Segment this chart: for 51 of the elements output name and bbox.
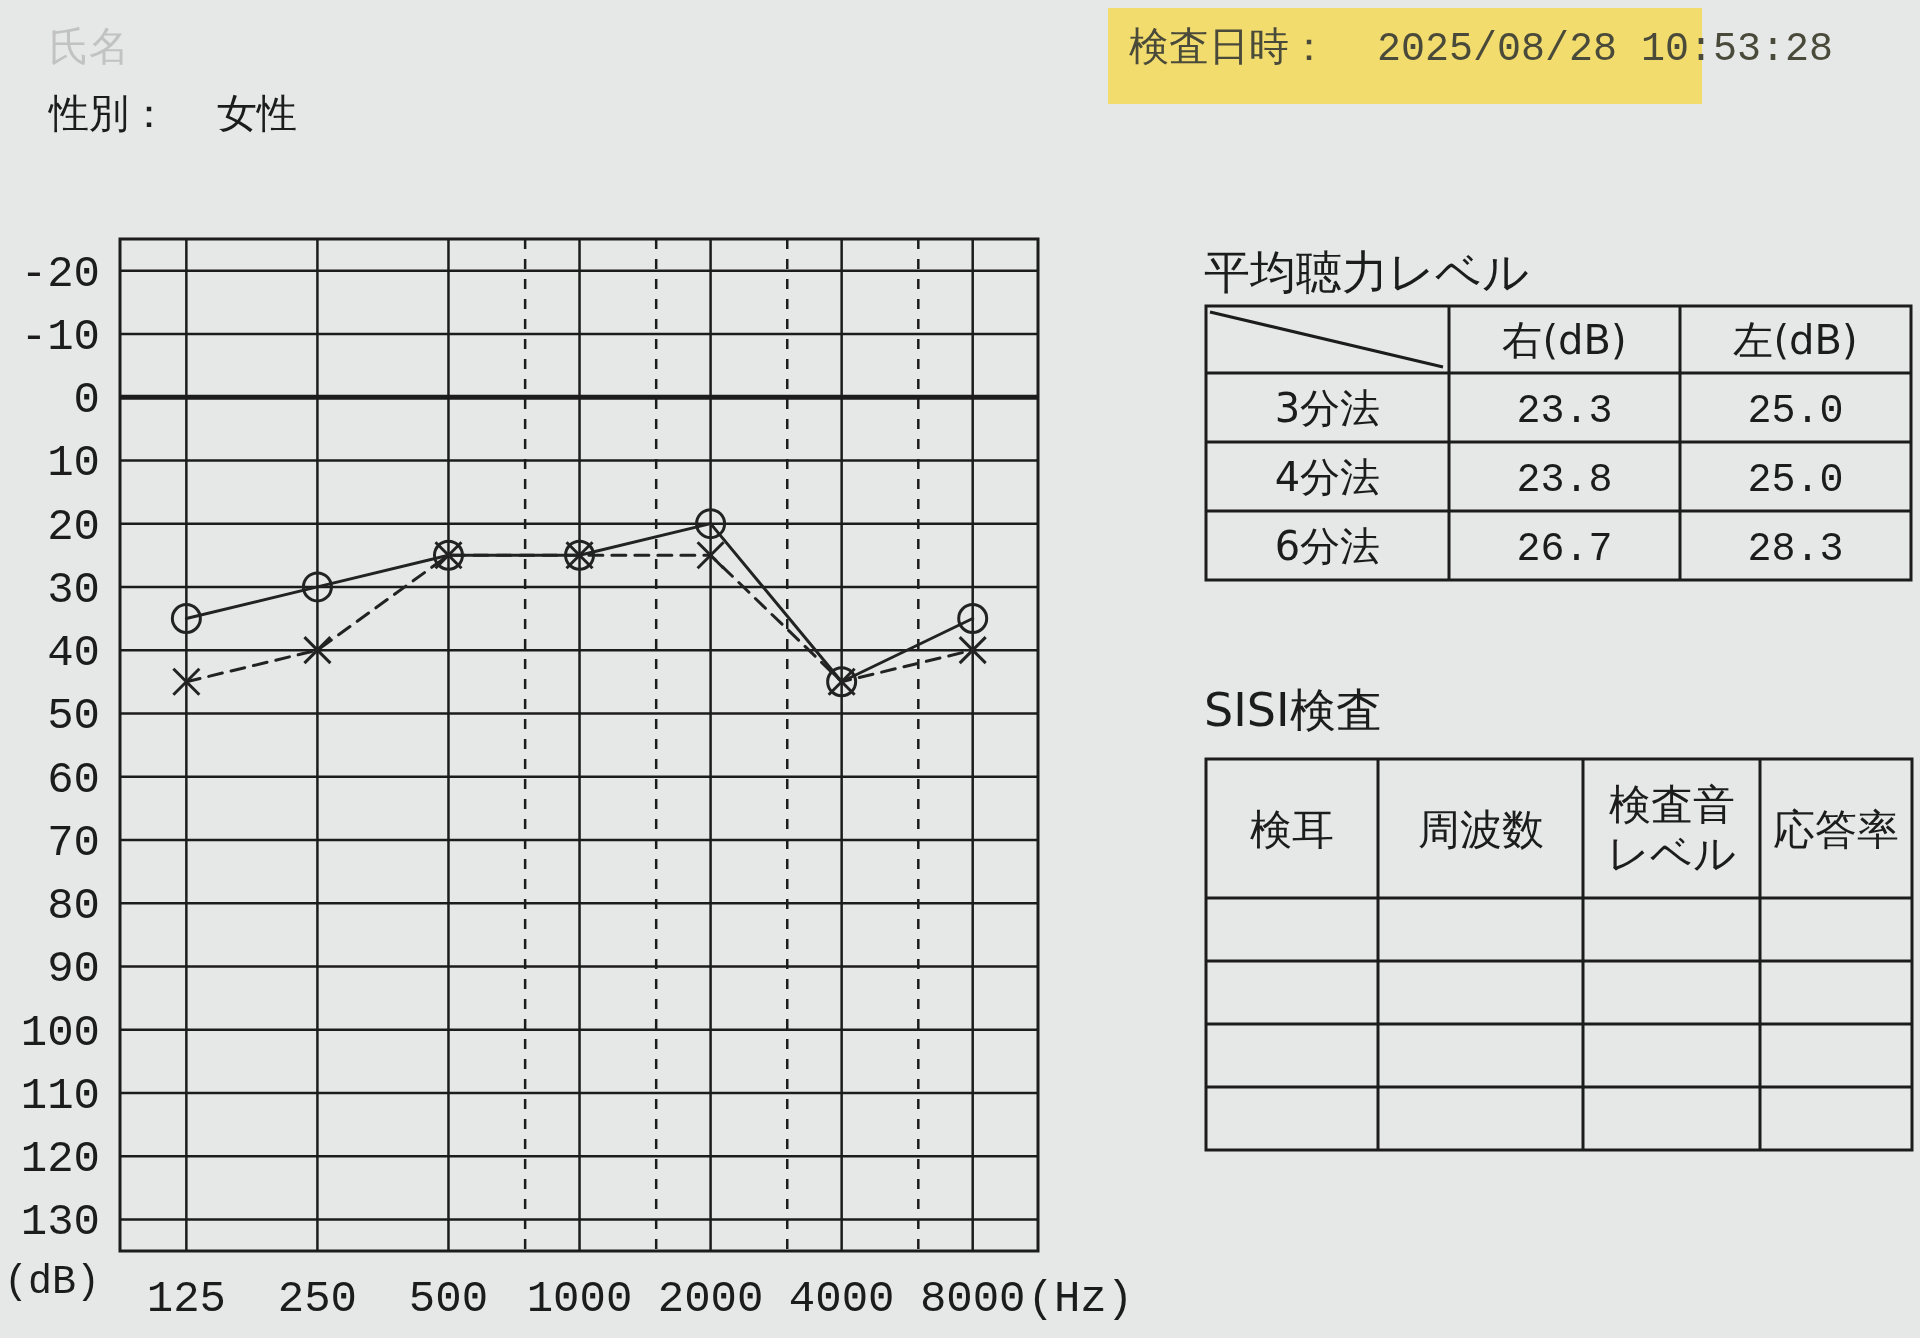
text: 23.8 (1516, 457, 1613, 503)
y-axis-title: (dB) (3, 1260, 100, 1305)
category-label: 右(dB) (1502, 316, 1627, 363)
y-tick-label: 130 (20, 1197, 100, 1248)
point (957, 603, 989, 634)
category-label: 応答率 (1773, 804, 1899, 854)
x-tick-label: 2000 (657, 1274, 764, 1324)
text: 性別： 女性 (47, 94, 298, 139)
point (695, 508, 727, 540)
category-label: 検査音レベル (1607, 780, 1736, 878)
point (301, 571, 333, 603)
category-label: 左(dB) (1733, 316, 1858, 363)
y-tick-label: 110 (20, 1070, 100, 1121)
category-label: 4分法 (1274, 453, 1381, 500)
category-label: 3分法 (1274, 384, 1381, 431)
y-tick-label: 0 (73, 375, 100, 426)
x-tick-label: 250 (277, 1274, 358, 1324)
y-tick-label: 100 (20, 1007, 100, 1058)
x-tick-label: 500 (408, 1274, 489, 1324)
x-tick-label: 1000 (526, 1274, 633, 1324)
point (958, 635, 988, 665)
y-tick-label: 60 (47, 754, 100, 805)
x-tick-label: 8000 (919, 1274, 1026, 1324)
y-tick-label: -10 (20, 311, 100, 362)
x-axis-title: (Hz) (1027, 1274, 1134, 1324)
y-tick-label: 20 (47, 501, 100, 552)
y-tick-label: 50 (47, 691, 100, 742)
category-label: 周波数 (1417, 804, 1544, 854)
y-tick-label: 70 (47, 817, 100, 868)
text: 26.7 (1516, 526, 1613, 572)
text: 平均聴力レベル (1204, 245, 1529, 299)
y-tick-label: 80 (47, 881, 100, 932)
text: 25.0 (1747, 457, 1844, 503)
y-tick-label: 30 (47, 564, 100, 615)
point (302, 635, 332, 665)
category-label: 検耳 (1250, 804, 1334, 854)
text: 23.3 (1516, 388, 1613, 434)
y-tick-label: -20 (20, 248, 100, 299)
text: 28.3 (1747, 526, 1844, 572)
y-tick-label: 90 (47, 944, 100, 995)
text: SISI検査 (1204, 683, 1382, 737)
x-tick-label: 125 (146, 1274, 226, 1324)
text: 25.0 (1747, 388, 1844, 434)
x-tick-label: 4000 (788, 1274, 895, 1324)
category-label: 6分法 (1274, 522, 1381, 569)
y-tick-label: 120 (20, 1134, 100, 1185)
point (170, 603, 202, 634)
y-tick-label: 40 (47, 628, 100, 679)
point (696, 540, 726, 570)
y-tick-label: 10 (47, 438, 100, 489)
point (171, 667, 201, 697)
